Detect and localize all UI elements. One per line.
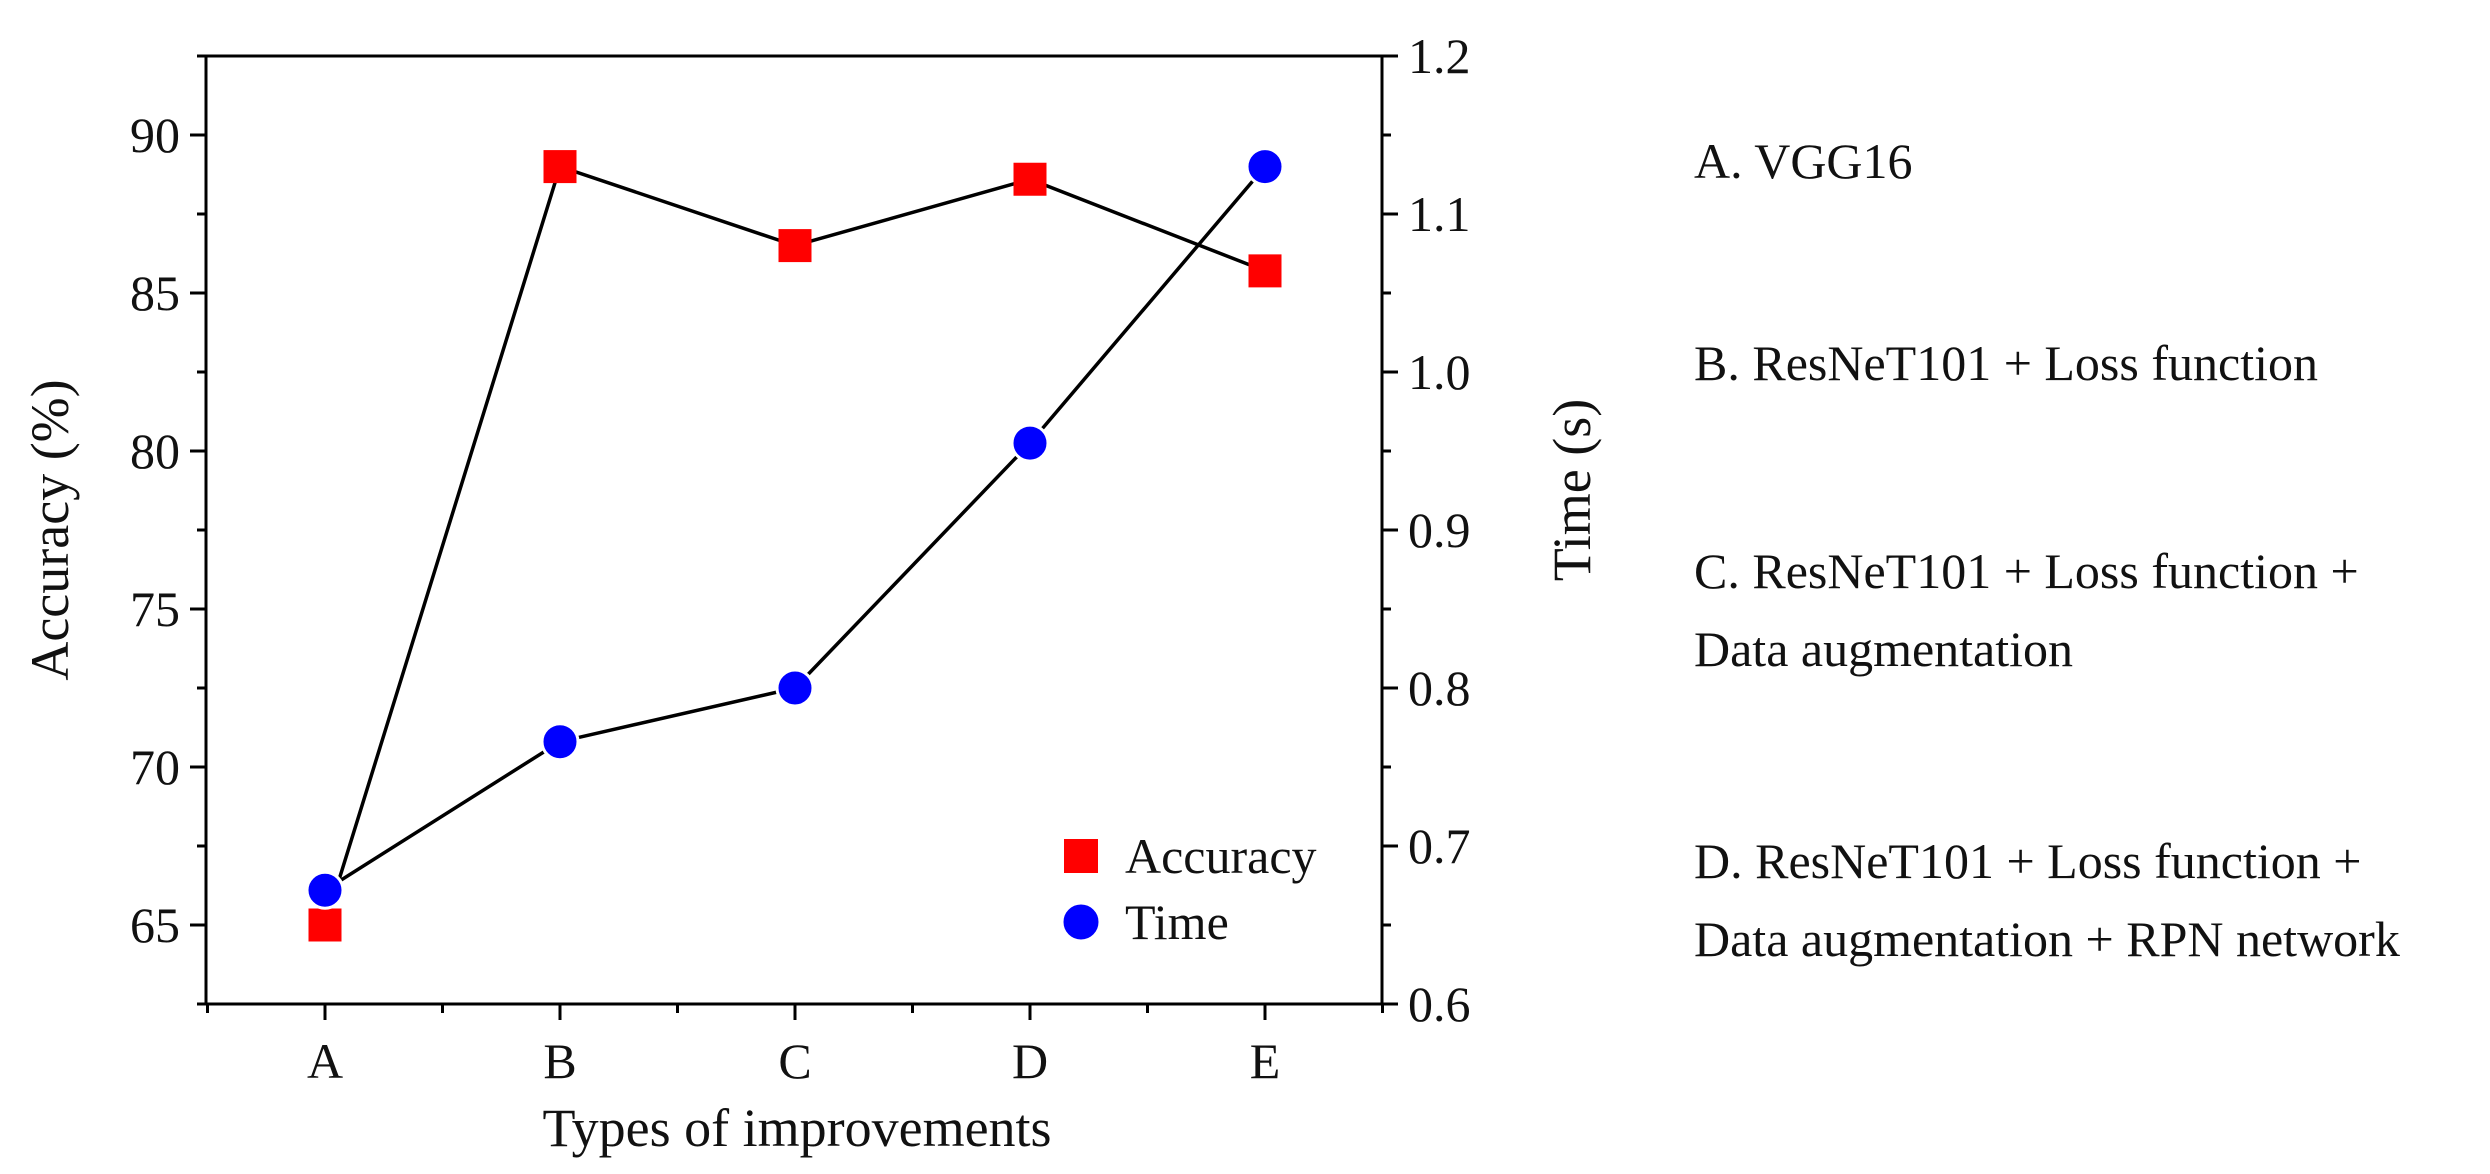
legend-accuracy-swatch — [1064, 839, 1098, 873]
right-tick-label: 0.6 — [1408, 976, 1471, 1032]
accuracy-marker — [308, 908, 342, 942]
accuracy-marker — [1248, 254, 1282, 288]
left-tick-label: 90 — [130, 107, 180, 163]
right-axis-title: Time (s) — [1542, 399, 1602, 582]
x-tick-label: C — [778, 1033, 811, 1089]
x-tick-label: A — [307, 1033, 343, 1089]
time-marker — [1245, 147, 1285, 187]
right-tick-label: 1.1 — [1408, 186, 1471, 242]
legend-time-label: Time — [1125, 894, 1229, 950]
legend-time-swatch — [1060, 901, 1102, 943]
accuracy-line — [323, 164, 1266, 926]
accuracy-marker — [1013, 162, 1047, 196]
note-line: A. VGG16 — [1694, 133, 1913, 189]
x-tick-label: D — [1012, 1033, 1048, 1089]
left-tick-label: 70 — [130, 739, 180, 795]
time-marker — [775, 668, 815, 708]
note-line: D. ResNeT101 + Loss function + — [1694, 833, 2361, 889]
time-marker — [1010, 423, 1050, 463]
right-tick-label: 0.9 — [1408, 502, 1471, 558]
right-tick-label: 0.7 — [1408, 818, 1471, 874]
series-markers — [305, 147, 1285, 942]
accuracy-marker — [778, 229, 812, 263]
time-marker — [540, 722, 580, 762]
note-line: C. ResNeT101 + Loss function + — [1694, 543, 2359, 599]
left-tick-label: 75 — [130, 581, 180, 637]
x-axis-title: Types of improvements — [542, 1098, 1051, 1158]
right-tick-label: 0.8 — [1408, 660, 1471, 716]
improvement-notes: A. VGG16 B. ResNeT101 + Loss function C. R… — [1694, 133, 2400, 967]
legend-accuracy-label: Accuracy — [1125, 828, 1317, 884]
legend: Accuracy Time — [1060, 828, 1317, 950]
right-tick-label: 1.2 — [1408, 28, 1471, 84]
left-tick-label: 85 — [130, 265, 180, 321]
time-line — [324, 165, 1267, 892]
axes-layer: A B C D E 65 70 75 80 85 90 0.6 0.7 0.8 0.9 1.0 1.1 1.2 Ty… — [20, 28, 1602, 1158]
note-line: B. ResNeT101 + Loss function — [1694, 335, 2318, 391]
left-tick-label: 65 — [130, 897, 180, 953]
x-tick-label: B — [543, 1033, 576, 1089]
note-line: Data augmentation + RPN network — [1694, 911, 2400, 967]
left-axis-title: Accuracy (%) — [20, 379, 80, 680]
accuracy-marker — [543, 150, 577, 184]
note-line: Data augmentation — [1694, 621, 2073, 677]
x-tick-label: E — [1250, 1033, 1281, 1089]
left-tick-label: 80 — [130, 423, 180, 479]
right-tick-label: 1.0 — [1408, 344, 1471, 400]
series-lines — [323, 164, 1267, 926]
time-marker — [305, 870, 345, 910]
